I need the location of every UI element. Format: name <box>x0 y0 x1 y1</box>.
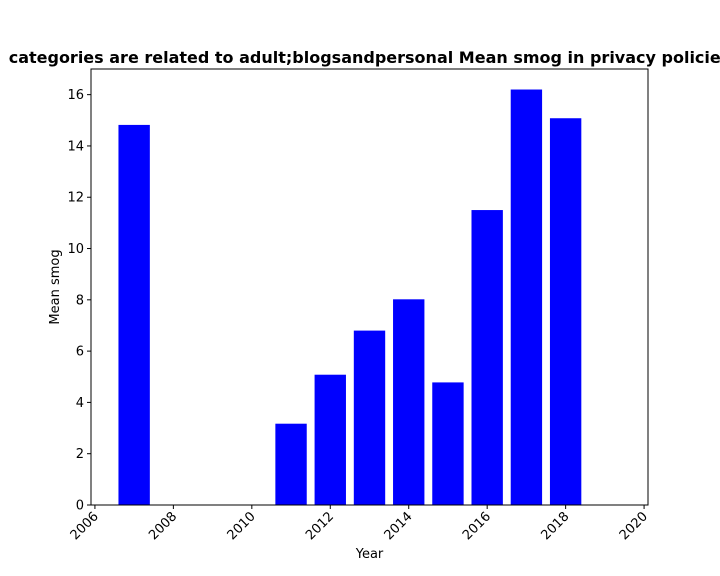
bar-2013 <box>353 330 386 505</box>
y-tick-label: 0 <box>76 499 84 514</box>
y-tick-label: 12 <box>67 191 84 206</box>
y-tick-label: 6 <box>76 345 84 360</box>
bar-2007 <box>118 124 150 505</box>
y-axis-label: Mean smog <box>48 249 63 324</box>
y-tick-label: 8 <box>76 293 84 308</box>
bar-2012 <box>314 374 346 505</box>
bar-2011 <box>275 423 307 505</box>
y-tick-label: 16 <box>67 88 84 103</box>
bar-2017 <box>510 89 543 506</box>
bars-group <box>118 89 582 506</box>
y-tick-label: 10 <box>67 242 84 257</box>
y-tick-label: 14 <box>67 139 84 154</box>
plot-frame <box>90 68 649 506</box>
y-ticks-group: 0 2 4 6 8 10 12 14 16 <box>67 88 91 514</box>
x-axis-label: Year <box>355 547 384 562</box>
bar-2016 <box>471 210 503 505</box>
bar-2015 <box>432 382 464 505</box>
chart-title: categories are related to adult;blogsand… <box>9 48 720 67</box>
y-tick-label: 4 <box>76 396 84 411</box>
bar-2014 <box>393 299 425 505</box>
bar-2018 <box>549 118 582 506</box>
y-tick-label: 2 <box>76 447 84 462</box>
